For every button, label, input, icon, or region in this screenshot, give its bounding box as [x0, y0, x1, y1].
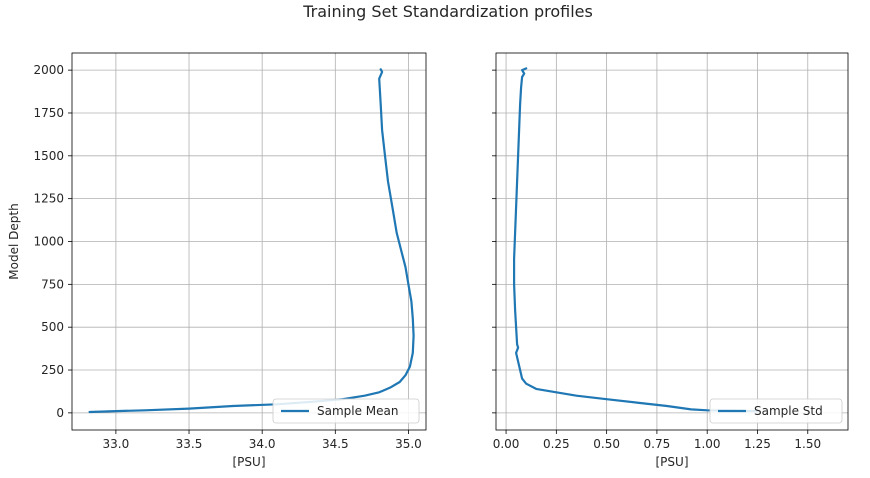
legend: Sample Mean [272, 398, 420, 424]
y-tick-label: 2000 [33, 63, 64, 77]
y-tick-label: 250 [41, 363, 64, 377]
x-tick-label: 0.25 [543, 437, 570, 451]
legend-label: Sample Std [754, 404, 823, 418]
x-tick-label: 1.50 [794, 437, 821, 451]
x-tick-label: 34.5 [322, 437, 349, 451]
x-axis-label: [PSU] [656, 455, 689, 469]
y-axis-label: Model Depth [7, 203, 21, 279]
y-tick-label: 1750 [33, 106, 64, 120]
x-tick-label: 33.0 [103, 437, 130, 451]
x-tick-label: 0.75 [644, 437, 671, 451]
x-tick-label: 33.5 [176, 437, 203, 451]
chart-title: Training Set Standardization profiles [302, 2, 593, 21]
x-tick-label: 0.00 [493, 437, 520, 451]
x-tick-label: 1.25 [744, 437, 771, 451]
legend-label: Sample Mean [317, 404, 399, 418]
y-tick-label: 1250 [33, 192, 64, 206]
legend: Sample Std [709, 398, 843, 424]
left-panel-mean: 33.0 33.5 34.0 34.5 35.0 0 250 500 750 1000 1250 15… [7, 52, 427, 469]
axes-frame [71, 52, 427, 431]
x-axis-label: [PSU] [233, 455, 266, 469]
y-tick-label: 1500 [33, 149, 64, 163]
series-line [88, 68, 415, 414]
x-tick-label: 1.00 [694, 437, 721, 451]
x-tick-label: 35.0 [395, 437, 422, 451]
right-panel-std: 0.00 0.25 0.50 0.75 1.00 1.25 1.50 [PSU] Sample … [492, 52, 849, 469]
axes-frame [495, 52, 849, 431]
y-tick-label: 1000 [33, 235, 64, 249]
y-tick-label: 750 [41, 277, 64, 291]
y-tick-label: 0 [56, 406, 64, 420]
x-tick-label: 0.50 [593, 437, 620, 451]
x-tick-label: 34.0 [249, 437, 276, 451]
legend-box [272, 398, 420, 424]
series-line [512, 67, 759, 413]
y-tick-label: 500 [41, 320, 64, 334]
legend-box [709, 398, 843, 424]
